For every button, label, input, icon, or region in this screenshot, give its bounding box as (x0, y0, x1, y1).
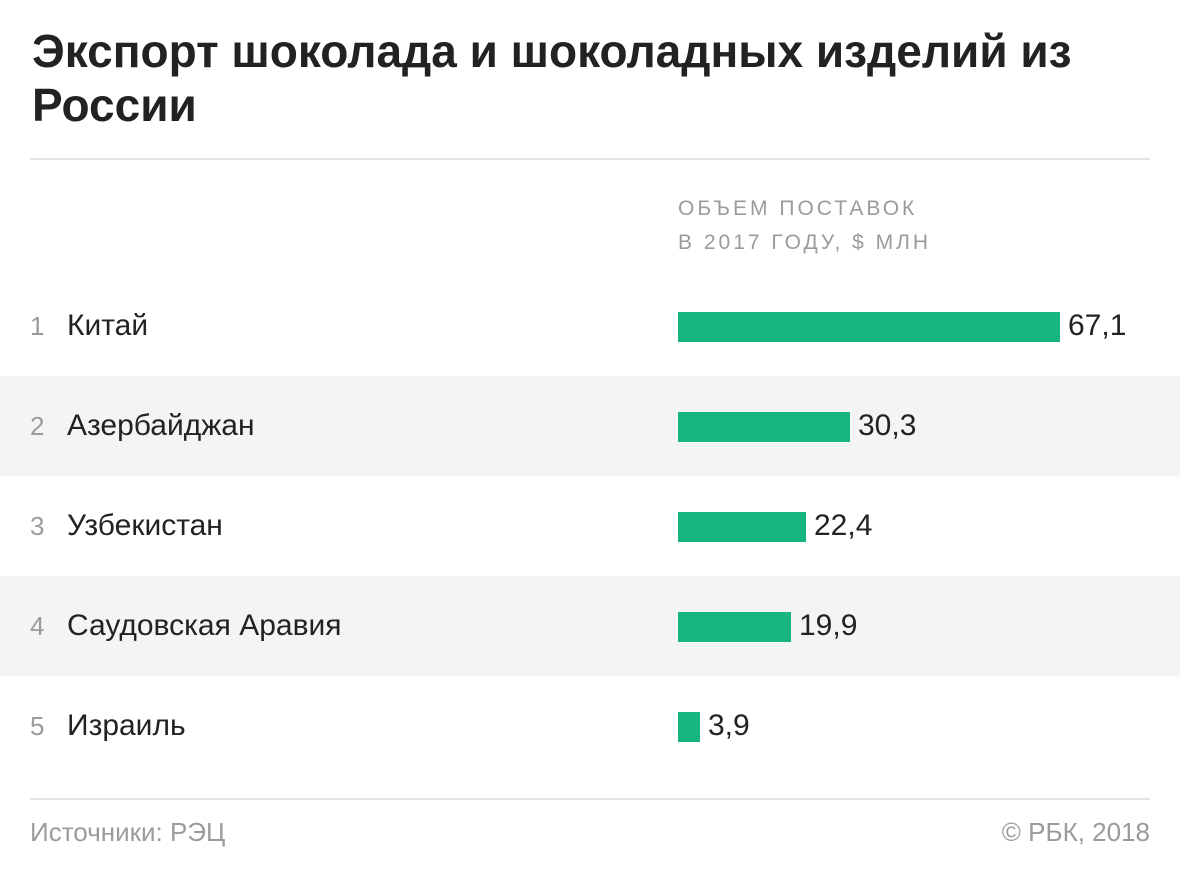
value-column-header: ОБЪЕМ ПОСТАВОК В 2017 ГОДУ, $ МЛН (678, 192, 931, 260)
rank-label: 1 (30, 311, 45, 341)
chart-row: 2 Азербайджан 30,3 (0, 376, 1180, 476)
data-label: 3,9 (708, 709, 750, 742)
bar (678, 612, 791, 642)
chart-row: 4 Саудовская Аравия 19,9 (0, 576, 1180, 676)
copyright-note: © РБК, 2018 (1001, 817, 1150, 847)
value-column-header-line-1: ОБЪЕМ ПОСТАВОК (678, 197, 918, 220)
chart-row: 1 Китай 67,1 (0, 276, 1180, 376)
chart-row: 3 Узбекистан 22,4 (0, 476, 1180, 576)
bar (678, 412, 850, 442)
bar (678, 712, 700, 742)
data-label: 67,1 (1068, 309, 1127, 342)
rank-label: 4 (30, 611, 45, 641)
bar (678, 512, 806, 542)
category-label: Китай (67, 309, 149, 342)
data-label: 30,3 (858, 409, 917, 442)
rank-label: 2 (30, 411, 45, 441)
data-label: 19,9 (799, 609, 858, 642)
bar-chart-rows: 1 Китай 67,1 2 Азербайджан 30,3 3 Узбекистан 22,… (0, 276, 1180, 776)
bar (678, 312, 1060, 342)
chart-title: Экспорт шоколада и шоколадных изделий из… (32, 25, 1072, 131)
value-column-header-line-2: В 2017 ГОДУ, $ МЛН (678, 231, 932, 254)
source-note: Источники: РЭЦ (30, 817, 226, 847)
category-label: Израиль (67, 709, 186, 742)
category-label: Азербайджан (67, 409, 255, 442)
rank-label: 5 (30, 711, 45, 741)
bottom-divider (30, 798, 1150, 800)
category-label: Саудовская Аравия (67, 609, 342, 642)
data-label: 22,4 (814, 509, 873, 542)
top-divider (30, 158, 1150, 160)
category-label: Узбекистан (67, 509, 223, 542)
chart-row: 5 Израиль 3,9 (0, 676, 1180, 776)
rank-label: 3 (30, 511, 45, 541)
